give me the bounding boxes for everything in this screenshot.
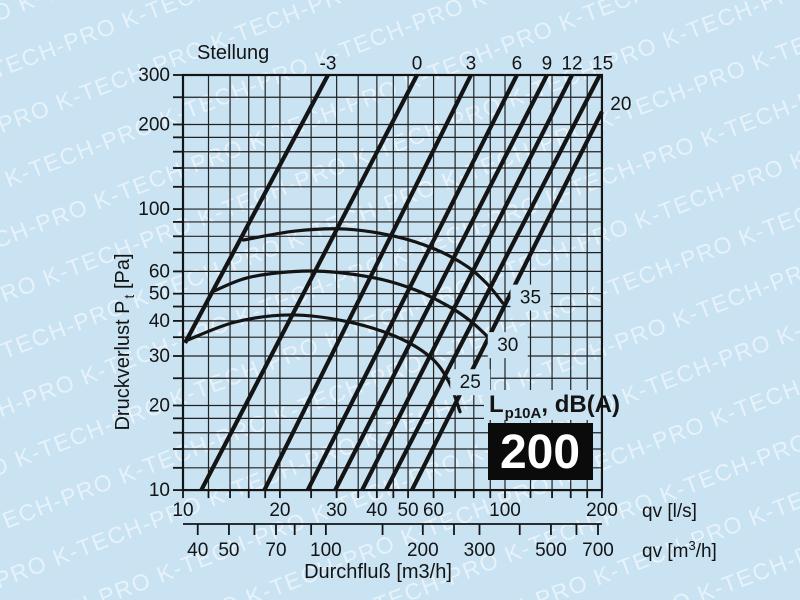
y-axis-title-base: Druckverlust P bbox=[112, 301, 134, 431]
stellung-line bbox=[199, 74, 419, 492]
noise-curve-label: 35 bbox=[520, 288, 541, 309]
unit-m3h-pre: qv [m bbox=[642, 541, 688, 562]
stellung-line bbox=[183, 74, 330, 344]
noise-curve-label: 30 bbox=[497, 335, 518, 356]
noise-level-curves bbox=[183, 227, 505, 414]
noise-title-backdrop bbox=[484, 390, 606, 420]
x-tick-label-ls: 50 bbox=[397, 500, 418, 521]
stellung-line-label: 6 bbox=[512, 53, 523, 74]
x-tick-label-ls: 60 bbox=[423, 500, 444, 521]
y-tick-label: 40 bbox=[149, 311, 170, 332]
stellung-line bbox=[333, 74, 549, 492]
y-tick-label: 20 bbox=[149, 395, 170, 416]
device-size-badge-box bbox=[488, 423, 593, 480]
y-tick-label: 30 bbox=[149, 346, 170, 367]
y-tick-label: 60 bbox=[149, 261, 170, 282]
stellung-line-label: 3 bbox=[466, 53, 477, 74]
stellung-line-label: 15 bbox=[592, 53, 613, 74]
noise-label-backdrop bbox=[450, 369, 491, 396]
y-tick-label: 100 bbox=[138, 199, 170, 220]
x-tick-label-m3h: 300 bbox=[464, 540, 496, 561]
stellung-line bbox=[262, 74, 473, 492]
stellung-line-label: 20 bbox=[610, 94, 631, 115]
stellung-line-label: 9 bbox=[542, 53, 553, 74]
x-tick-label-m3h: 70 bbox=[265, 540, 286, 561]
stellung-line-label: 0 bbox=[412, 53, 423, 74]
noise-title-base: L bbox=[489, 391, 504, 418]
plot-border bbox=[181, 73, 604, 492]
x-tick-label-ls: 20 bbox=[269, 500, 290, 521]
x-tick-label-ls: 40 bbox=[366, 500, 387, 521]
noise-label-backdrop bbox=[487, 332, 528, 359]
y-axis-title-unit: [Pa] bbox=[112, 253, 134, 294]
chart-title: Stellung bbox=[197, 42, 269, 64]
stellung-lines bbox=[183, 74, 604, 492]
noise-curve bbox=[241, 227, 505, 305]
noise-curve-label: 25 bbox=[460, 372, 481, 393]
x-tick-label-m3h: 40 bbox=[187, 540, 208, 561]
noise-title-unit: , dB(A) bbox=[541, 391, 620, 418]
stellung-line-label: -3 bbox=[320, 53, 337, 74]
stellung-line bbox=[384, 74, 602, 492]
x-tick-label-m3h: 100 bbox=[310, 540, 342, 561]
x-tick-label-m3h: 50 bbox=[218, 540, 239, 561]
device-size-badge: 200 bbox=[488, 423, 593, 480]
y-axis-title-subscript: t bbox=[121, 295, 137, 299]
axis-tick-marks bbox=[173, 74, 603, 535]
plot-frame bbox=[181, 73, 604, 492]
noise-title-subscript: p10A bbox=[505, 405, 542, 422]
x-tick-label-ls: 100 bbox=[489, 500, 521, 521]
y-tick-label: 300 bbox=[138, 65, 170, 86]
x-tick-label-m3h: 700 bbox=[582, 540, 614, 561]
stellung-line bbox=[410, 110, 604, 492]
device-size-value: 200 bbox=[500, 426, 580, 479]
stellung-line bbox=[305, 74, 519, 492]
stellung-line bbox=[360, 74, 574, 492]
x-tick-label-ls: 30 bbox=[326, 500, 347, 521]
y-tick-label: 200 bbox=[138, 114, 170, 135]
stellung-line-label: 12 bbox=[561, 53, 582, 74]
x-axis-title: Durchfluß [m3/h] bbox=[304, 561, 452, 583]
x-tick-label-m3h: 500 bbox=[535, 540, 567, 561]
x-tick-label-m3h: 200 bbox=[407, 540, 439, 561]
noise-curve bbox=[183, 313, 462, 414]
label-knockouts bbox=[484, 390, 606, 420]
x-axis-unit-m3h: qv [m3/h] bbox=[642, 538, 717, 562]
unit-m3h-superscript: 3 bbox=[688, 538, 695, 553]
y-tick-label: 50 bbox=[149, 284, 170, 305]
noise-curve bbox=[212, 269, 490, 339]
noise-level-title: Lp10A, dB(A) bbox=[489, 391, 620, 422]
y-tick-label: 10 bbox=[149, 480, 170, 501]
x-axis-unit-ls: qv [l/s] bbox=[642, 501, 697, 522]
curve-value-labels: -3 0 3 6 9 12 15 20 25 30 35 bbox=[320, 53, 631, 396]
x-tick-label-ls: 10 bbox=[172, 500, 193, 521]
x-tick-label-ls: 200 bbox=[586, 500, 618, 521]
y-axis-title: Druckverlust P t [Pa] bbox=[112, 253, 137, 430]
noise-label-backdrop bbox=[510, 284, 551, 311]
unit-m3h-post: /h] bbox=[696, 541, 717, 562]
